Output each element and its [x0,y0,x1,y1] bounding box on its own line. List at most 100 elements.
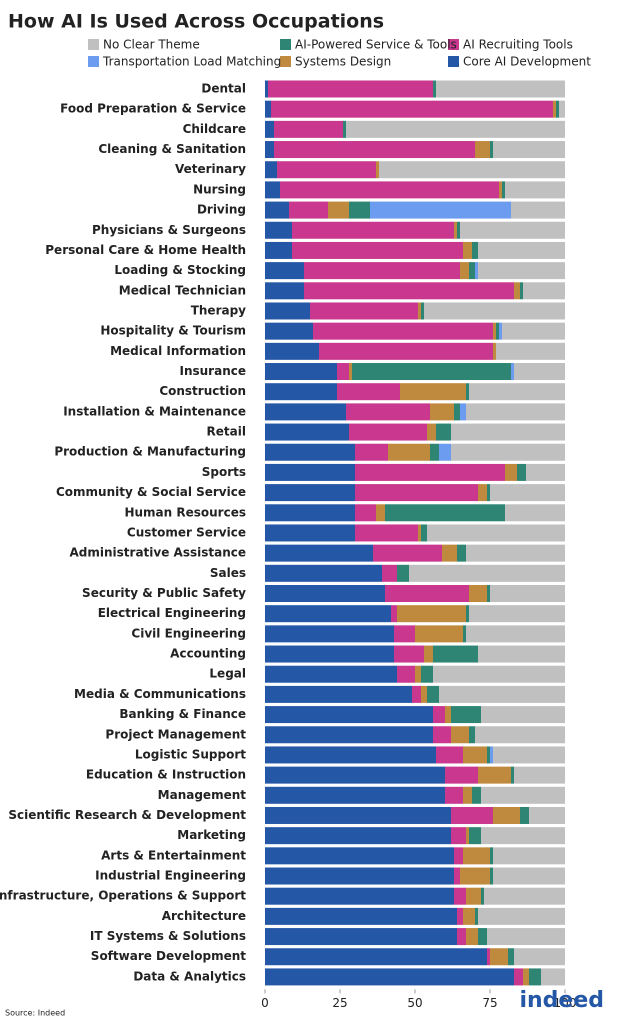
bar-segment [265,342,319,360]
bar-segment [490,847,493,865]
category-label: Cleaning & Sanitation [98,142,246,156]
legend-swatch [448,39,459,50]
bar-segment [484,887,565,905]
bar-segment [517,463,526,481]
category-label: Education & Instruction [86,768,246,782]
bar-segment [421,524,427,542]
bar-segment [265,706,433,724]
category-label: Loading & Stocking [114,263,246,277]
bar-segment [382,564,397,582]
bar-segment [274,141,475,159]
bar-segment [265,80,268,98]
bar-segment [472,786,481,804]
bar-segment [445,766,478,784]
bar-segment [451,726,469,744]
bar-segment [487,484,490,502]
category-label: IT Systems & Solutions [90,929,246,943]
bar-segment [466,928,478,946]
bar-segment [490,948,508,966]
bar-segment [451,827,466,845]
bar-segment [457,928,466,946]
bar-segment [490,867,493,885]
bar-segment [487,746,490,764]
bar-segment [418,302,421,320]
bar-segment [265,887,454,905]
bar-segment [265,746,436,764]
bar-segment [430,403,454,421]
category-label: Construction [159,384,246,398]
bar-segment [478,262,565,280]
bar-segment [454,403,460,421]
category-label: Sales [210,566,246,580]
category-label: Industrial Engineering [95,869,246,883]
source: Source: Indeed [5,1009,65,1018]
bar-segment [478,645,565,663]
category-label: Retail [207,425,246,439]
category-label: Food Preparation & Service [60,102,246,116]
category-label: Childcare [183,122,246,136]
bar-segment [349,363,352,381]
chart-title: How AI Is Used Across Occupations [8,11,384,33]
bar-segment [265,322,313,340]
bar-segment [487,928,565,946]
bar-segment [265,665,397,683]
category-label: Civil Engineering [131,626,246,640]
bar-segment [481,786,565,804]
bar-segment [463,786,472,804]
bar-segment [304,282,514,300]
bar-segment [376,161,379,179]
bar-segment [469,585,487,602]
bar-segment [265,847,454,865]
bar-segment [460,867,490,885]
bar-segment [265,645,394,663]
bar-segment [481,887,484,905]
bar-segment [475,262,478,280]
category-label: Security & Public Safety [82,586,246,600]
bar-segment [265,585,385,602]
bar-segment [460,221,565,239]
bar-segment [490,141,493,159]
bar-segment [265,120,274,138]
bar-segment [409,564,565,582]
category-label: Driving [197,203,246,217]
bar-segment [265,726,433,744]
bar-segment [277,161,376,179]
bar-segment [463,847,490,865]
x-tick-label: 100 [554,996,577,1010]
bar-segment [337,363,349,381]
bar-segment [490,746,493,764]
bar-segment [493,746,565,764]
x-tick-label: 0 [261,996,269,1010]
bar-segment [427,423,436,441]
bar-segment [463,907,475,925]
bar-segment [514,282,520,300]
bar-segment [265,786,445,804]
bar-segment [481,827,565,845]
bar-segment [466,544,565,562]
bar-segment [469,383,565,401]
bar-segment [337,383,400,401]
bar-segment [529,968,541,986]
bar-segment [265,605,391,623]
bar-segment [493,867,565,885]
category-label: Medical Technician [119,283,246,297]
bar-segment [553,100,556,118]
bar-segment [265,403,346,421]
category-label: Logistic Support [135,747,246,761]
category-label: Production & Manufacturing [54,445,246,459]
category-label: Hospitality & Tourism [100,324,246,338]
legend-label: AI-Powered Service & Tools [295,38,457,52]
legend-label: Systems Design [295,55,391,69]
category-label: Architecture [162,909,246,923]
bar-segment [478,907,565,925]
legend-swatch [448,56,459,67]
bar-segment [526,463,565,481]
bar-segment [469,827,481,845]
bar-segment [559,100,565,118]
bar-segment [523,282,565,300]
category-label: Customer Service [127,525,246,539]
bar-segment [265,383,337,401]
legend-label: AI Recruiting Tools [463,38,573,52]
legend-label: Core AI Development [463,55,591,69]
bar-segment [433,706,445,724]
